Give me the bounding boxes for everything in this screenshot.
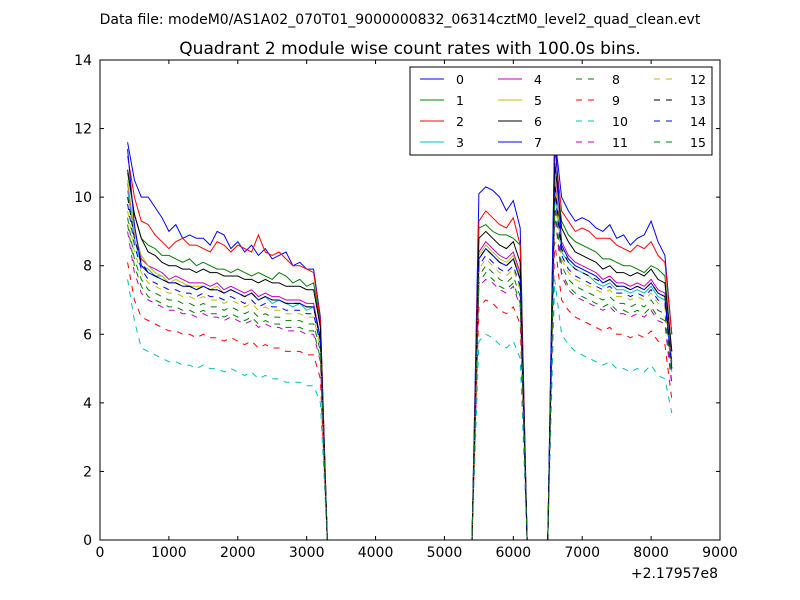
series-line-6 xyxy=(127,162,673,540)
y-tick-label: 12 xyxy=(74,122,92,138)
chart-title: Quadrant 2 module wise count rates with … xyxy=(179,39,640,59)
series-line-1 xyxy=(127,162,673,540)
legend-label-4: 4 xyxy=(534,72,542,87)
legend-label-10: 10 xyxy=(612,114,628,129)
series-line-11 xyxy=(127,214,673,540)
y-tick-label: 4 xyxy=(83,396,92,412)
series-line-4 xyxy=(127,176,673,540)
x-offset-label: +2.17957e8 xyxy=(631,566,718,582)
series-line-8 xyxy=(127,210,673,540)
legend-label-2: 2 xyxy=(456,114,464,129)
plot-area xyxy=(127,128,673,540)
legend-label-11: 11 xyxy=(612,135,628,150)
legend-label-7: 7 xyxy=(534,135,542,150)
series-line-3 xyxy=(127,186,673,540)
legend-label-14: 14 xyxy=(690,114,706,129)
x-tick-label: 8000 xyxy=(633,545,669,561)
series-line-7 xyxy=(127,128,673,540)
figure-suptitle: Data file: modeM0/AS1A02_070T01_90000008… xyxy=(100,12,701,28)
y-tick-label: 2 xyxy=(83,464,92,480)
series-line-2 xyxy=(127,149,673,540)
legend-label-12: 12 xyxy=(690,72,706,87)
x-tick-label: 2000 xyxy=(220,545,256,561)
legend-label-3: 3 xyxy=(456,135,464,150)
axes: 0 1000 2000 3000 4000 5000 6000 7000 8000 9000 0 2 4… xyxy=(74,53,738,561)
legend-label-9: 9 xyxy=(612,93,620,108)
legend-box xyxy=(409,66,713,156)
legend-label-1: 1 xyxy=(456,93,464,108)
series-line-5 xyxy=(127,179,673,540)
y-tick-label: 8 xyxy=(83,259,92,275)
series-line-13 xyxy=(127,183,673,540)
x-tick-label: 7000 xyxy=(564,545,600,561)
x-tick-label: 0 xyxy=(96,545,105,561)
series-line-14 xyxy=(127,190,673,540)
y-tick-label: 0 xyxy=(83,533,92,549)
x-tick-label: 6000 xyxy=(496,545,532,561)
y-tick-label: 6 xyxy=(83,327,92,343)
series-line-15 xyxy=(127,203,673,540)
legend-label-0: 0 xyxy=(456,72,464,87)
axes-frame xyxy=(99,59,721,541)
y-tick-label: 14 xyxy=(74,53,92,69)
x-tick-label: 4000 xyxy=(358,545,394,561)
y-tick-label: 10 xyxy=(74,190,92,206)
legend-label-13: 13 xyxy=(690,93,706,108)
series-line-0 xyxy=(127,135,673,540)
x-tick-label: 3000 xyxy=(289,545,325,561)
legend-label-6: 6 xyxy=(534,114,542,129)
legend-label-8: 8 xyxy=(612,72,620,87)
legend-label-15: 15 xyxy=(690,135,706,150)
legend-label-5: 5 xyxy=(534,93,542,108)
series-line-10 xyxy=(127,279,673,540)
x-tick-label: 5000 xyxy=(427,545,463,561)
x-tick-label: 9000 xyxy=(702,545,738,561)
x-tick-label: 1000 xyxy=(151,545,187,561)
